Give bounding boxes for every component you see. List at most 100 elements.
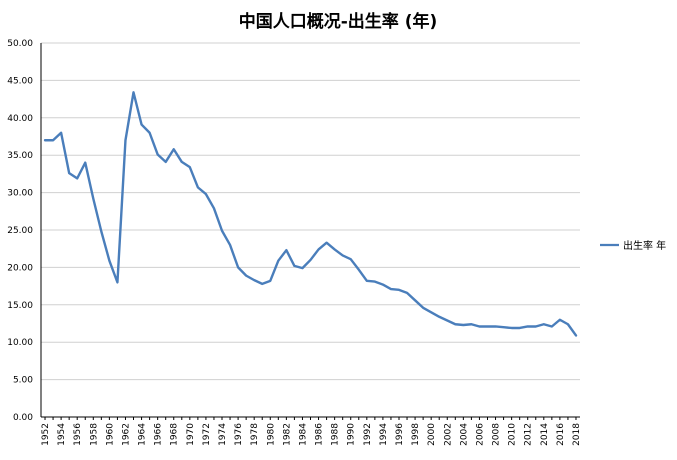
data-point bbox=[116, 281, 118, 283]
data-point bbox=[269, 280, 271, 282]
x-tick-label: 1986 bbox=[315, 423, 325, 446]
y-tick-label: 30.00 bbox=[7, 189, 33, 199]
x-tick-label: 2008 bbox=[492, 423, 502, 446]
data-point bbox=[527, 325, 529, 327]
data-point bbox=[478, 325, 480, 327]
data-point bbox=[221, 230, 223, 232]
x-tick-label: 1958 bbox=[89, 423, 99, 446]
data-point bbox=[76, 177, 78, 179]
data-point bbox=[148, 132, 150, 134]
data-point bbox=[494, 325, 496, 327]
series-line-birth-rate bbox=[43, 91, 578, 337]
x-tick-label: 1960 bbox=[105, 423, 115, 446]
data-point bbox=[261, 283, 263, 285]
legend-label: 出生率 年 bbox=[623, 239, 666, 252]
x-tick-label: 1992 bbox=[363, 423, 373, 446]
data-point bbox=[301, 267, 303, 269]
series-layer bbox=[43, 91, 578, 337]
data-point bbox=[543, 323, 545, 325]
data-point bbox=[567, 323, 569, 325]
data-point bbox=[333, 248, 335, 250]
data-point bbox=[406, 292, 408, 294]
y-tick-label: 45.00 bbox=[7, 76, 33, 86]
data-point bbox=[535, 325, 537, 327]
data-point bbox=[422, 307, 424, 309]
data-point bbox=[52, 139, 54, 141]
data-point bbox=[108, 259, 110, 261]
data-point bbox=[229, 244, 231, 246]
chart-title: 中国人口概况-出生率 (年) bbox=[239, 11, 438, 32]
data-point bbox=[213, 207, 215, 209]
gridlines bbox=[41, 42, 580, 381]
x-tick-label: 1966 bbox=[154, 423, 164, 446]
data-point bbox=[60, 132, 62, 134]
data-point bbox=[390, 288, 392, 290]
x-tick-label: 1954 bbox=[57, 423, 67, 446]
data-point bbox=[510, 327, 512, 329]
x-tick-label: 1990 bbox=[347, 423, 357, 446]
data-point bbox=[350, 258, 352, 260]
x-tick-label: 1984 bbox=[298, 423, 308, 446]
x-tick-label: 2000 bbox=[427, 423, 437, 446]
data-point bbox=[181, 161, 183, 163]
data-point bbox=[173, 148, 175, 150]
data-point bbox=[277, 259, 279, 261]
data-point bbox=[438, 316, 440, 318]
data-point bbox=[100, 230, 102, 232]
data-point bbox=[164, 161, 166, 163]
data-point bbox=[189, 166, 191, 168]
y-tick-label: 40.00 bbox=[7, 114, 33, 124]
data-point bbox=[325, 242, 327, 244]
data-point bbox=[559, 319, 561, 321]
legend: 出生率 年 bbox=[600, 239, 666, 252]
x-tick-label: 2012 bbox=[524, 423, 534, 446]
x-tick-label: 1998 bbox=[411, 423, 421, 446]
x-tick-label: 1982 bbox=[282, 423, 292, 446]
y-tick-label: 50.00 bbox=[7, 39, 33, 49]
y-tick-label: 25.00 bbox=[7, 226, 33, 236]
data-point bbox=[446, 319, 448, 321]
y-tick-label: 35.00 bbox=[7, 151, 33, 161]
data-point bbox=[124, 139, 126, 141]
data-point bbox=[502, 326, 504, 328]
data-point bbox=[382, 283, 384, 285]
data-point bbox=[518, 327, 520, 329]
data-point bbox=[132, 91, 134, 93]
x-tick-label: 2010 bbox=[508, 423, 518, 446]
data-point bbox=[68, 172, 70, 174]
x-tick-label: 2018 bbox=[572, 423, 582, 446]
x-tick-label: 1988 bbox=[331, 423, 341, 446]
data-point bbox=[92, 197, 94, 199]
data-point bbox=[309, 259, 311, 261]
y-tick-label: 20.00 bbox=[7, 263, 33, 273]
data-point bbox=[341, 254, 343, 256]
data-point bbox=[430, 311, 432, 313]
data-point bbox=[486, 325, 488, 327]
x-tick-label: 1970 bbox=[186, 423, 196, 446]
x-tick-label: 1980 bbox=[266, 423, 276, 446]
x-tick-label: 1976 bbox=[234, 423, 244, 446]
data-point bbox=[414, 299, 416, 301]
x-tick-label: 1972 bbox=[202, 423, 212, 446]
x-tick-label: 2002 bbox=[443, 423, 453, 446]
x-tick-label: 2014 bbox=[540, 423, 550, 446]
data-point bbox=[470, 323, 472, 325]
y-axis-tick-labels: 0.00 5.00 10.00 15.00 20.00 25.00 30.00 35.00 40… bbox=[7, 39, 33, 423]
data-point bbox=[575, 334, 577, 336]
x-tick-label: 1962 bbox=[121, 423, 131, 446]
data-point bbox=[84, 161, 86, 163]
data-point bbox=[253, 279, 255, 281]
x-tick-label: 1964 bbox=[138, 423, 148, 446]
data-point bbox=[156, 153, 158, 155]
data-point bbox=[245, 274, 247, 276]
data-point bbox=[358, 268, 360, 270]
data-point bbox=[462, 324, 464, 326]
data-point bbox=[454, 323, 456, 325]
data-point bbox=[317, 248, 319, 250]
data-point bbox=[374, 280, 376, 282]
data-point bbox=[551, 325, 553, 327]
x-tick-label: 1956 bbox=[73, 423, 83, 446]
data-point bbox=[293, 265, 295, 267]
